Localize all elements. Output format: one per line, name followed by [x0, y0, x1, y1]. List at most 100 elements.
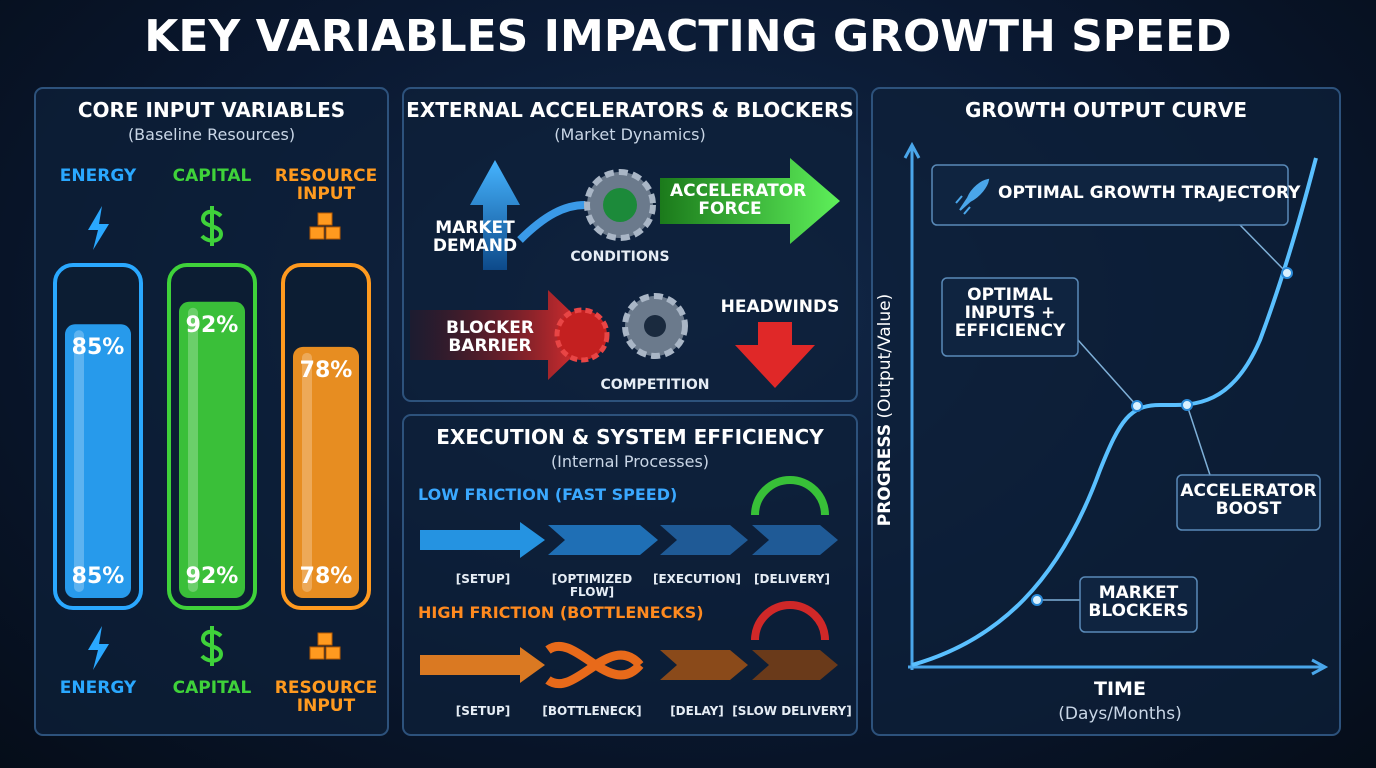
label: HEADWINDS: [720, 297, 840, 317]
shape: [309, 226, 325, 240]
row-label: HIGH FRICTION (BOTTLENECKS): [418, 603, 704, 622]
shape: [1131, 400, 1143, 412]
step-label: [DELIVERY]: [754, 572, 830, 586]
gauge-shine: [188, 307, 198, 592]
shape: [317, 632, 333, 646]
gauge-label: CAPITAL: [172, 166, 252, 186]
step-label: [SETUP]: [455, 704, 511, 718]
gauge-label: RESOURCE INPUT: [274, 678, 378, 716]
y-sub: (Output/Value): [875, 293, 895, 419]
callout-boxes: [931, 164, 1321, 633]
x-axis-sub: (Days/Months): [1058, 704, 1182, 724]
headwinds-arrow: [735, 322, 815, 388]
step-label: [BOTTLENECK]: [542, 704, 642, 718]
callout: OPTIMAL GROWTH TRAJECTORY: [998, 183, 1301, 203]
shape: [420, 647, 545, 683]
blocker-arrow: [410, 290, 595, 380]
gauge-label: ENERGY: [59, 678, 137, 698]
gauge-label: RESOURCE INPUT: [274, 166, 378, 204]
up-arrow: [470, 160, 520, 270]
shape: [1181, 399, 1193, 411]
gauge-value: 85%: [71, 335, 125, 361]
gauge-shine: [302, 352, 312, 592]
gauge-value: 78%: [299, 564, 353, 589]
y-axis-label: PROGRESS (Output/Value): [875, 285, 895, 535]
bolt-icon: [88, 206, 109, 250]
shape: [752, 525, 838, 555]
label: CONDITIONS: [570, 249, 670, 265]
gauge-shine: [74, 330, 84, 592]
execution-graphics: [420, 476, 838, 689]
accelerator-arrow: [660, 158, 840, 244]
panel-title: EXECUTION & SYSTEM EFFICIENCY: [436, 425, 824, 449]
row-label: LOW FRICTION (FAST SPEED): [418, 485, 678, 504]
panel-title: CORE INPUT VARIABLES: [77, 98, 346, 122]
panel-subtitle: (Baseline Resources): [127, 125, 296, 144]
gauge-value: 85%: [71, 564, 125, 589]
leader-lines: [1037, 224, 1288, 601]
external-graphics: [410, 158, 840, 388]
step-label: [SLOW DELIVERY]: [732, 704, 852, 718]
panel-subtitle: (Market Dynamics): [554, 125, 706, 144]
growth-graphics: [903, 141, 1329, 676]
shape: [325, 646, 341, 660]
gauge-fill: [65, 324, 131, 598]
step-label: [OPTIMIZED FLOW]: [551, 572, 633, 599]
cubes-icon: [309, 632, 341, 660]
x-axis-label: TIME: [1094, 678, 1146, 700]
y-label: PROGRESS: [875, 423, 895, 527]
shape: [1239, 224, 1288, 274]
shape: [309, 646, 325, 660]
gauge-value: 92%: [185, 564, 239, 589]
cubes-icon: [309, 212, 341, 240]
gauge-fill: [293, 346, 359, 598]
bolt-icon: [88, 626, 109, 670]
rocket-icon: [955, 178, 990, 215]
gauge-fill: [179, 301, 245, 598]
slow-flow: [420, 641, 838, 689]
shape: [660, 525, 748, 555]
fast-flow: [420, 522, 838, 558]
gear: [554, 307, 610, 363]
icons: [88, 206, 341, 670]
page-title: KEY VARIABLES IMPACTING GROWTH SPEED: [144, 11, 1232, 62]
label: MARKET DEMAND: [432, 218, 518, 256]
gear-hub: [603, 188, 637, 222]
shape: [1031, 594, 1043, 606]
callout: ACCELERATOR BOOST: [1180, 481, 1317, 519]
gauges: [53, 263, 371, 610]
callout: MARKET BLOCKERS: [1088, 583, 1189, 621]
step-label: [EXECUTION]: [652, 572, 742, 586]
shape: [752, 650, 838, 680]
speed-gauge: [751, 476, 829, 516]
shape: [1281, 267, 1293, 279]
shape: [317, 212, 333, 226]
shape: [941, 277, 1079, 357]
panel-title: EXTERNAL ACCELERATORS & BLOCKERS: [406, 98, 854, 122]
shape: [1186, 404, 1211, 476]
curve-points: [1031, 267, 1293, 606]
shape: [420, 522, 545, 558]
gauge-value: 92%: [185, 312, 239, 338]
gauge-label: CAPITAL: [172, 678, 252, 698]
panel-title: GROWTH OUTPUT CURVE: [964, 98, 1248, 122]
shape: [931, 164, 1289, 226]
flow-arrow: [517, 201, 586, 243]
panel: [871, 87, 1341, 736]
shape: [1079, 576, 1198, 633]
dollar-icon: [200, 626, 224, 666]
label: COMPETITION: [600, 377, 710, 393]
shape: [325, 226, 341, 240]
shape: [660, 650, 748, 680]
speed-gauge: [751, 601, 829, 641]
step-label: [SETUP]: [455, 572, 511, 586]
gauge-value: 78%: [299, 357, 353, 383]
shape: [1077, 339, 1138, 407]
label: ACCELERATOR FORCE: [670, 181, 807, 219]
x-axis: [908, 658, 1329, 676]
callout: OPTIMAL INPUTS + EFFICIENCY: [954, 285, 1066, 341]
shape: [548, 525, 658, 555]
shape: [1176, 474, 1321, 531]
